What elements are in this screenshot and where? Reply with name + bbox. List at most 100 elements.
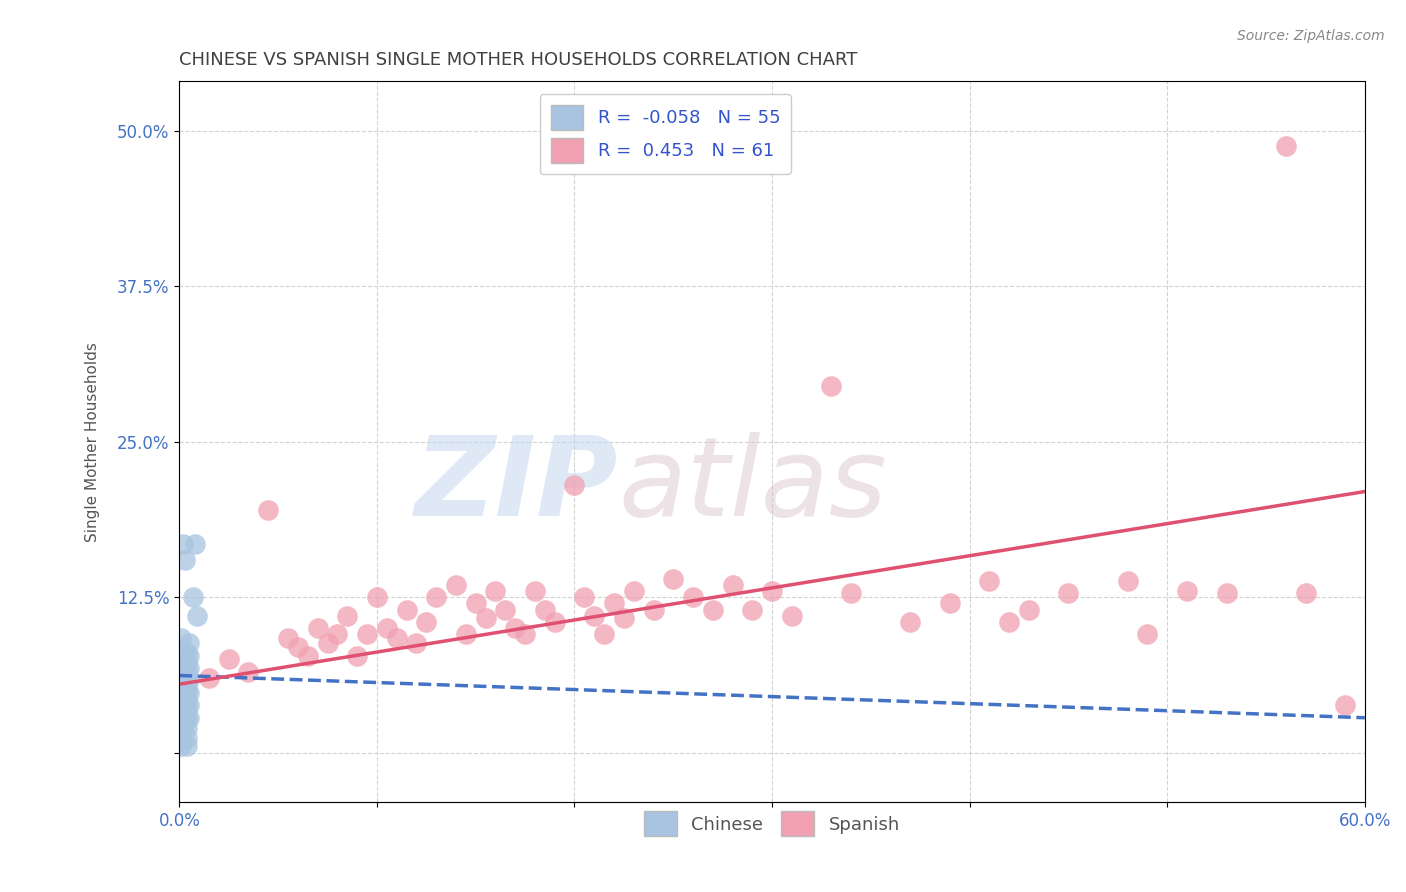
Point (174, 690, 197, 704)
Point (1057, 586, 1080, 600)
Point (170, 739, 193, 754)
Point (326, 627, 349, 641)
Point (184, 537, 207, 551)
Legend: Chinese, Spanish: Chinese, Spanish (637, 804, 907, 844)
Point (176, 673, 198, 688)
Point (174, 683, 197, 698)
Y-axis label: Single Mother Households: Single Mother Households (86, 342, 100, 541)
Point (176, 693, 198, 707)
Point (356, 627, 378, 641)
Point (176, 656, 198, 670)
Point (170, 631, 193, 645)
Point (1018, 602, 1040, 616)
Point (1274, 139, 1296, 153)
Point (346, 648, 368, 663)
Point (741, 602, 763, 616)
Text: Source: ZipAtlas.com: Source: ZipAtlas.com (1237, 29, 1385, 43)
Point (170, 671, 193, 685)
Point (174, 696, 197, 710)
Point (172, 723, 194, 738)
Point (454, 627, 477, 641)
Point (998, 615, 1021, 629)
Point (174, 702, 197, 716)
Point (170, 727, 193, 741)
Point (574, 590, 596, 604)
Point (643, 602, 665, 616)
Point (170, 721, 193, 735)
Point (179, 673, 201, 688)
Point (172, 718, 194, 732)
Point (979, 574, 1001, 588)
Point (1136, 627, 1159, 641)
Point (176, 739, 198, 754)
Text: CHINESE VS SPANISH SINGLE MOTHER HOUSEHOLDS CORRELATION CHART: CHINESE VS SPANISH SINGLE MOTHER HOUSEHO… (180, 51, 858, 69)
Point (170, 696, 193, 710)
Point (172, 681, 194, 695)
Point (174, 708, 197, 723)
Point (898, 615, 921, 629)
Point (395, 602, 418, 616)
Point (176, 711, 198, 725)
Point (544, 615, 567, 629)
Point (172, 673, 194, 688)
Point (257, 503, 280, 517)
Point (176, 665, 198, 679)
Point (176, 683, 198, 698)
Point (583, 608, 606, 623)
Point (287, 640, 309, 654)
Point (176, 646, 198, 660)
Point (839, 586, 862, 600)
Text: atlas: atlas (619, 432, 887, 539)
Point (444, 578, 467, 592)
Point (623, 584, 645, 599)
Point (682, 590, 704, 604)
Point (1295, 586, 1317, 600)
Text: ZIP: ZIP (415, 432, 619, 539)
Point (238, 665, 260, 679)
Point (702, 602, 724, 616)
Point (218, 652, 240, 666)
Point (593, 627, 616, 641)
Point (721, 578, 744, 592)
Point (170, 714, 193, 729)
Point (170, 702, 193, 716)
Point (336, 608, 359, 623)
Point (176, 721, 198, 735)
Point (474, 611, 496, 625)
Point (170, 690, 193, 704)
Point (172, 537, 194, 551)
Point (820, 379, 842, 393)
Point (174, 661, 197, 675)
Point (176, 702, 198, 716)
Point (170, 708, 193, 723)
Point (1116, 574, 1139, 588)
Point (523, 584, 546, 599)
Point (366, 590, 388, 604)
Point (385, 631, 408, 645)
Point (297, 648, 319, 663)
Point (179, 698, 201, 713)
Point (174, 671, 197, 685)
Point (179, 711, 201, 725)
Point (186, 608, 208, 623)
Point (174, 714, 197, 729)
Point (170, 677, 193, 691)
Point (179, 636, 201, 650)
Point (172, 668, 194, 682)
Point (176, 731, 198, 745)
Point (484, 584, 506, 599)
Point (307, 621, 329, 635)
Point (564, 478, 586, 492)
Point (172, 693, 194, 707)
Point (277, 631, 299, 645)
Point (415, 615, 437, 629)
Point (513, 627, 536, 641)
Point (1334, 698, 1357, 713)
Point (494, 602, 516, 616)
Point (174, 677, 197, 691)
Point (662, 572, 685, 586)
Point (613, 611, 636, 625)
Point (172, 698, 194, 713)
Point (780, 608, 803, 623)
Point (174, 652, 197, 666)
